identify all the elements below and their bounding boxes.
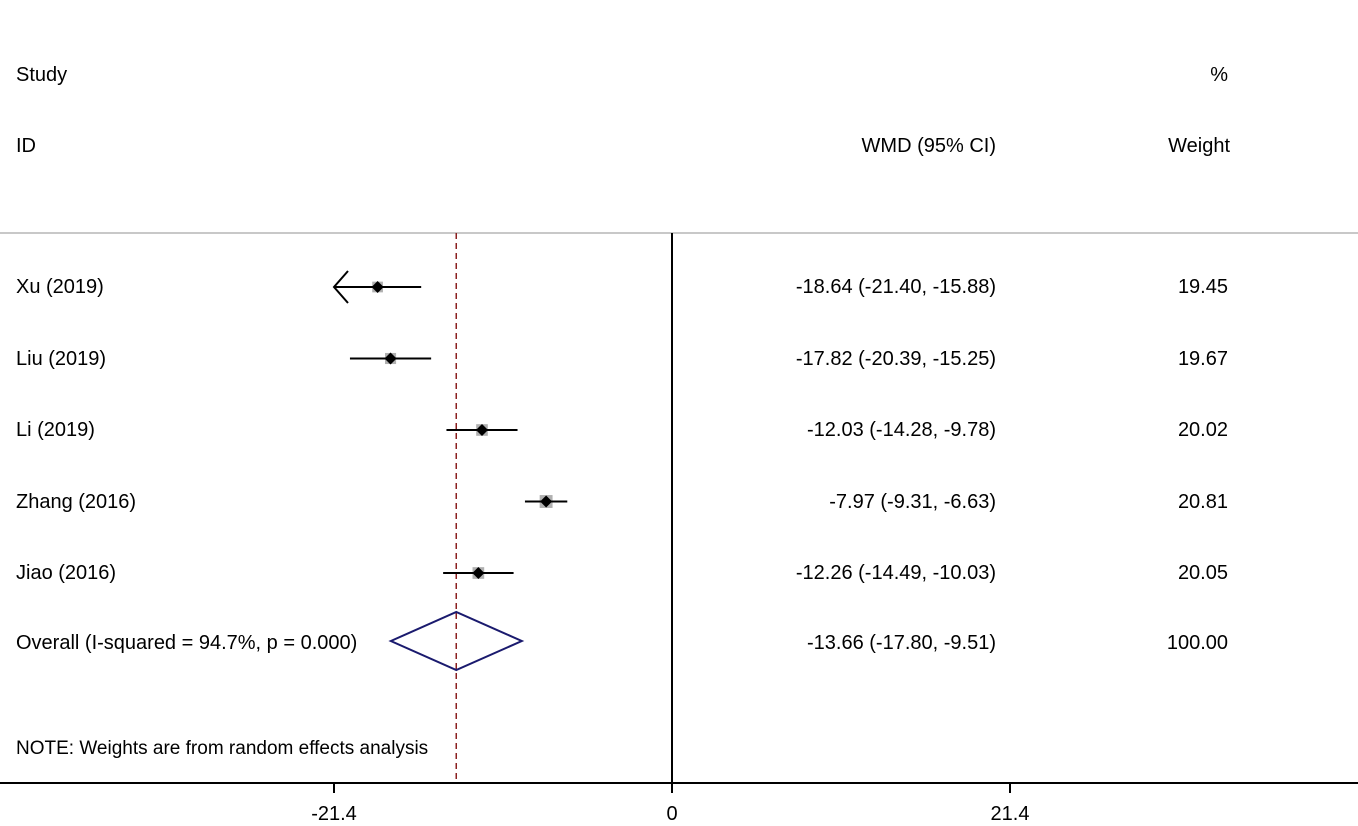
study-marks: [332, 270, 568, 672]
study-column-header: Study: [16, 64, 68, 86]
study-weight: 19.67: [1177, 347, 1228, 370]
study-ci-text: -12.26 (-14.49, -10.03): [795, 562, 996, 584]
effect-column-header: WMD (95% CI): [861, 135, 996, 157]
point-estimate: [540, 495, 553, 508]
study-ci-text: -18.64 (-21.40, -15.88): [795, 276, 996, 298]
study-name: Liu (2019): [16, 347, 107, 370]
footnote: NOTE: Weights are from random effects an…: [16, 738, 429, 759]
study-weight: 20.81: [1177, 490, 1228, 513]
overall-label: Overall (I-squared = 94.7%, p = 0.000): [16, 632, 358, 654]
id-column-header: ID: [16, 135, 36, 157]
study-ci-text: -12.03 (-14.28, -9.78): [807, 419, 996, 441]
point-estimate: [475, 424, 488, 436]
study-weight: 20.05: [1177, 562, 1228, 584]
study-name: Li (2019): [16, 419, 95, 441]
x-tick-label: 21.4: [990, 803, 1030, 825]
point-estimate: [472, 567, 485, 579]
study-name: Xu (2019): [16, 276, 104, 298]
x-axis-ticks: [333, 783, 1011, 793]
point-estimate: [384, 352, 397, 365]
study-ci-text: -7.97 (-9.31, -6.63): [829, 490, 996, 513]
study-name: Jiao (2016): [16, 562, 117, 584]
overall-diamond: [388, 610, 525, 672]
study-weight: 20.02: [1177, 419, 1228, 441]
study-weight: 19.45: [1177, 276, 1228, 298]
percent-header: %: [1210, 64, 1228, 86]
weight-column-header: Weight: [1168, 135, 1230, 157]
point-estimate: [371, 281, 384, 293]
overall-ci-text: -13.66 (-17.80, -9.51): [807, 632, 996, 654]
study-name: Zhang (2016): [16, 490, 137, 513]
x-tick-label: 0: [666, 803, 678, 825]
ci-truncation-arrow: [332, 270, 349, 304]
study-ci-text: -17.82 (-20.39, -15.25): [795, 347, 996, 370]
overall-weight: 100.00: [1166, 632, 1228, 654]
x-tick-label: -21.4: [311, 803, 357, 825]
